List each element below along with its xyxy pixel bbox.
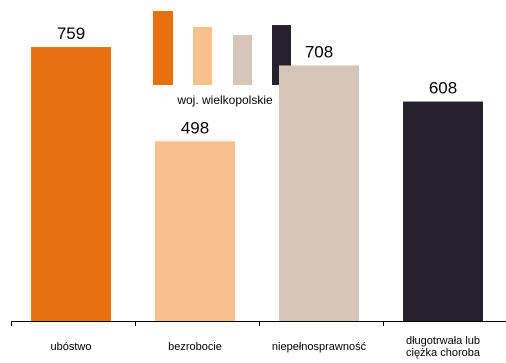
x-tick-label-1: ubóstwo [51,341,92,353]
bar-series [31,47,483,322]
legend-swatch-2 [193,27,212,85]
data-label-3: 708 [305,42,333,61]
bar-1 [31,47,111,321]
legend-swatch-3 [233,35,252,85]
bar-4 [403,101,483,322]
data-label-4: 608 [429,79,457,98]
x-tick-label-3: niepełnosprawność [272,341,367,353]
bar-3 [279,65,359,321]
x-tick-label-2: bezrobocie [168,341,222,353]
legend-swatch-1 [153,11,173,85]
chart-legend: woj. wielkopolskie [153,11,291,107]
legend-label: woj. wielkopolskie [176,93,273,107]
data-labels: 759 498 708 608 [57,24,457,137]
x-axis: ubóstwo bezrobocie niepełnosprawność długot… [11,321,506,359]
data-label-2: 498 [181,118,209,137]
data-label-1: 759 [57,24,85,43]
x-tick-label-4: długotrwała lub ciężka choroba [406,335,481,359]
bar-2 [155,141,235,321]
